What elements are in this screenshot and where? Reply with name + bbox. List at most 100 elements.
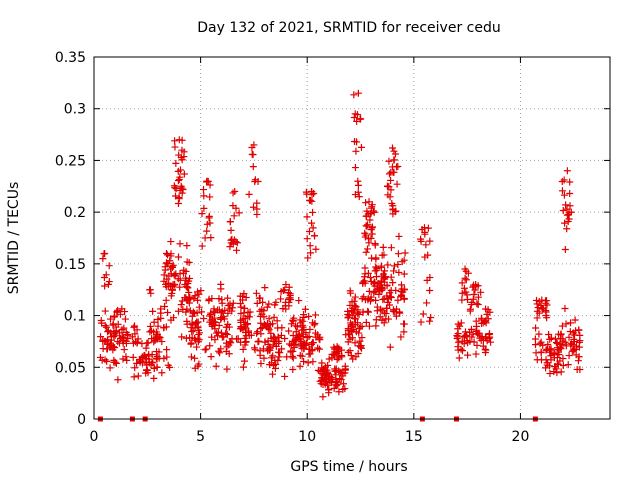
data-point [336,375,344,383]
data-point [198,210,206,218]
data-point [187,353,195,361]
data-point [232,238,240,246]
data-point [265,315,273,323]
data-point [368,254,376,262]
data-point [576,366,584,374]
data-point [191,334,199,342]
data-point [250,141,258,149]
data-point [570,335,578,343]
data-point [457,319,465,327]
data-point [366,216,374,224]
data-point [233,246,241,254]
data-point [334,380,342,388]
x-tick-label: 5 [196,429,205,445]
data-point [301,305,309,313]
data-point [239,363,247,371]
data-point [558,322,566,330]
data-point [304,359,312,367]
data-point [542,364,550,372]
data-point [474,301,482,309]
data-point [574,357,582,365]
data-point [174,199,182,207]
data-point [253,329,261,337]
data-point [154,322,162,330]
data-point [339,369,347,377]
data-point [395,268,403,276]
data-point [333,355,341,363]
data-point [120,346,128,354]
data-point [206,181,214,189]
data-point [544,341,552,349]
data-point [160,277,168,285]
data-point [229,189,237,197]
data-point [372,296,380,304]
data-point [182,308,190,316]
data-point [180,266,188,274]
data-point [400,320,408,328]
data-point [558,187,566,195]
data-point [355,193,363,201]
data-point [354,89,362,97]
data-point [166,257,174,265]
data-point [462,276,470,284]
data-point [562,320,570,328]
data-point [353,117,361,125]
data-point [380,309,388,317]
data-points [96,89,584,422]
data-point [277,295,285,303]
data-point [351,191,359,199]
data-point [564,361,572,369]
data-point [167,316,175,324]
data-point [538,305,546,313]
data-point [217,280,225,288]
data-point [556,341,564,349]
x-tick-label: 0 [90,429,99,445]
data-point [397,281,405,289]
data-point [206,312,214,320]
data-point [365,235,373,243]
data-point [365,287,373,295]
data-point [557,345,565,353]
data-point [245,331,253,339]
data-point [469,295,477,303]
data-point [573,342,581,350]
data-point [200,186,208,194]
data-point [202,345,210,353]
data-point [242,338,250,346]
data-point [105,262,113,270]
data-point [323,377,331,385]
data-point [543,345,551,353]
data-point [303,339,311,347]
data-point [315,335,323,343]
data-point [163,251,171,259]
data-point [532,324,540,332]
data-point [112,328,120,336]
data-point [368,230,376,238]
data-point [254,338,262,346]
data-point [553,369,561,377]
data-point [362,199,370,207]
data-point [260,313,268,321]
data-point [550,354,558,362]
data-point [389,279,397,287]
data-point [339,385,347,393]
data-point [222,323,230,331]
data-point [307,187,315,195]
data-point [384,191,392,199]
data-point [384,295,392,303]
data-point [171,272,179,280]
data-point [357,143,365,151]
data-point [390,147,398,155]
data-point [387,273,395,281]
data-point [312,245,320,253]
data-point [104,327,112,335]
data-point [154,316,162,324]
data-point [352,147,360,155]
data-point [169,261,177,269]
data-point [575,326,583,334]
data-point [468,333,476,341]
data-point [560,191,568,199]
data-point [371,241,379,249]
data-point [256,351,264,359]
data-point [144,369,152,377]
